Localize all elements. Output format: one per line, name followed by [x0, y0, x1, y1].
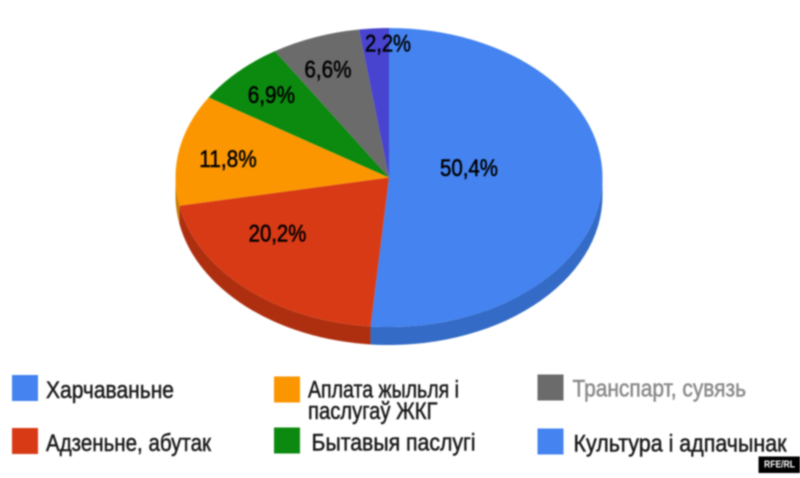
- svg-text:2,2%: 2,2%: [365, 30, 411, 57]
- svg-text:паслугаў ЖКГ: паслугаў ЖКГ: [308, 398, 438, 425]
- svg-text:Культура і адпачынак: Культура і адпачынак: [574, 431, 787, 458]
- svg-text:6,6%: 6,6%: [304, 57, 351, 84]
- svg-text:11,8%: 11,8%: [199, 146, 257, 173]
- svg-text:6,9%: 6,9%: [248, 82, 295, 109]
- svg-text:Транспарт, сувязь: Транспарт, сувязь: [573, 376, 747, 403]
- svg-text:50,4%: 50,4%: [440, 155, 498, 182]
- svg-text:20,2%: 20,2%: [249, 220, 307, 247]
- svg-text:RFE/RL: RFE/RL: [764, 459, 795, 470]
- svg-text:Харчаваньне: Харчаваньне: [46, 377, 174, 404]
- svg-text:Бытавыя паслугі: Бытавыя паслугі: [312, 430, 476, 457]
- svg-text:Адзеньне, абутак: Адзеньне, абутак: [46, 430, 211, 457]
